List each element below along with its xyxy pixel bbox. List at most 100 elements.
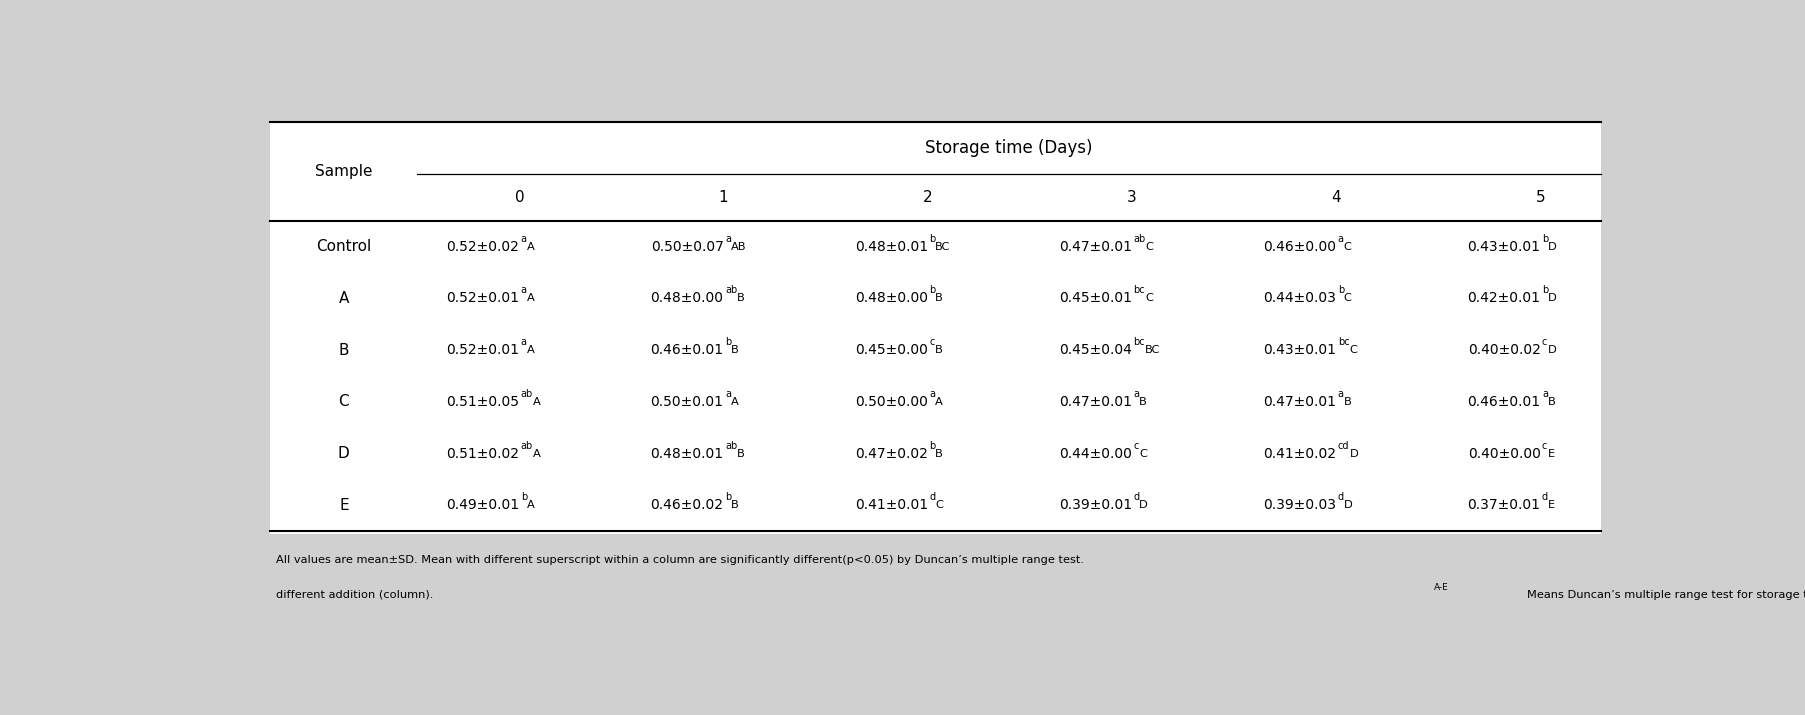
- Text: 0.52±0.01: 0.52±0.01: [446, 343, 520, 357]
- Text: 0.39±0.01: 0.39±0.01: [1060, 498, 1132, 513]
- Text: E: E: [1549, 500, 1554, 511]
- Text: d: d: [930, 493, 935, 503]
- Text: 0.44±0.00: 0.44±0.00: [1060, 447, 1132, 460]
- Text: 0.46±0.02: 0.46±0.02: [650, 498, 724, 513]
- Text: A: A: [339, 291, 348, 306]
- Text: b: b: [522, 493, 527, 503]
- Text: Sample: Sample: [316, 164, 372, 179]
- Bar: [271, 122, 1601, 535]
- Text: b: b: [1541, 285, 1549, 295]
- Text: 1: 1: [718, 189, 729, 204]
- Text: Means Duncan’s multiple range test for storage time (row).: Means Duncan’s multiple range test for s…: [1527, 590, 1805, 600]
- Text: D: D: [1350, 448, 1357, 458]
- Text: B: B: [1343, 397, 1352, 407]
- Text: a: a: [522, 234, 527, 244]
- Text: 0.45±0.00: 0.45±0.00: [856, 343, 928, 357]
- Text: 0.51±0.05: 0.51±0.05: [446, 395, 520, 409]
- Text: bc: bc: [1338, 337, 1350, 347]
- Text: 0.41±0.02: 0.41±0.02: [1264, 447, 1336, 460]
- Text: c: c: [1134, 440, 1139, 450]
- Text: ab: ab: [522, 440, 532, 450]
- Text: B: B: [935, 293, 942, 303]
- Text: a: a: [726, 234, 731, 244]
- Text: a: a: [1338, 234, 1343, 244]
- Text: 0.51±0.02: 0.51±0.02: [446, 447, 520, 460]
- Text: A: A: [935, 397, 942, 407]
- Text: D: D: [1549, 293, 1556, 303]
- Text: C: C: [1144, 242, 1153, 252]
- Text: A: A: [527, 293, 534, 303]
- Text: B: B: [935, 345, 942, 355]
- Text: 0: 0: [514, 189, 523, 204]
- Text: C: C: [1139, 448, 1148, 458]
- Text: 0.40±0.02: 0.40±0.02: [1467, 343, 1541, 357]
- Text: a: a: [522, 337, 527, 347]
- Text: BC: BC: [1144, 345, 1161, 355]
- Text: a: a: [930, 389, 935, 399]
- Text: 0.47±0.01: 0.47±0.01: [1264, 395, 1336, 409]
- Text: B: B: [1549, 397, 1556, 407]
- Text: 0.48±0.01: 0.48±0.01: [856, 240, 928, 254]
- Text: b: b: [1338, 285, 1345, 295]
- Text: 0.39±0.03: 0.39±0.03: [1264, 498, 1336, 513]
- Text: d: d: [1134, 493, 1139, 503]
- Text: bc: bc: [1134, 337, 1144, 347]
- Text: b: b: [1541, 234, 1549, 244]
- Text: 0.49±0.01: 0.49±0.01: [446, 498, 520, 513]
- Text: E: E: [339, 498, 348, 513]
- Text: C: C: [1343, 293, 1352, 303]
- Text: 0.43±0.01: 0.43±0.01: [1264, 343, 1336, 357]
- Text: b: b: [930, 234, 935, 244]
- Text: A: A: [527, 345, 534, 355]
- Text: 0.45±0.01: 0.45±0.01: [1060, 291, 1132, 305]
- Text: 0.48±0.00: 0.48±0.00: [650, 291, 724, 305]
- Text: A: A: [532, 448, 540, 458]
- Text: 0.50±0.01: 0.50±0.01: [650, 395, 724, 409]
- Text: C: C: [1343, 242, 1352, 252]
- Text: E: E: [1549, 448, 1554, 458]
- Text: 3: 3: [1126, 189, 1137, 204]
- Text: c: c: [1541, 337, 1547, 347]
- Text: 0.43±0.01: 0.43±0.01: [1467, 240, 1541, 254]
- Text: D: D: [1139, 500, 1148, 511]
- Text: 4: 4: [1332, 189, 1341, 204]
- Text: ab: ab: [1134, 234, 1146, 244]
- Text: 0.52±0.02: 0.52±0.02: [446, 240, 520, 254]
- Text: A: A: [527, 242, 534, 252]
- Text: C: C: [935, 500, 942, 511]
- Text: bc: bc: [1134, 285, 1144, 295]
- Text: 2: 2: [922, 189, 933, 204]
- Text: 0.52±0.01: 0.52±0.01: [446, 291, 520, 305]
- Text: 0.47±0.01: 0.47±0.01: [1060, 395, 1132, 409]
- Text: 0.45±0.04: 0.45±0.04: [1060, 343, 1132, 357]
- Text: 0.50±0.07: 0.50±0.07: [652, 240, 724, 254]
- Text: c: c: [1541, 440, 1547, 450]
- Text: A: A: [731, 397, 738, 407]
- Text: 0.48±0.01: 0.48±0.01: [650, 447, 724, 460]
- Text: All values are mean±SD. Mean with different superscript within a column are sign: All values are mean±SD. Mean with differ…: [276, 556, 1088, 566]
- Text: d: d: [1338, 493, 1345, 503]
- Text: D: D: [1343, 500, 1352, 511]
- Text: 0.47±0.02: 0.47±0.02: [856, 447, 928, 460]
- Text: ab: ab: [726, 440, 736, 450]
- Text: 0.48±0.00: 0.48±0.00: [856, 291, 928, 305]
- Text: A-E: A-E: [1433, 583, 1448, 592]
- Text: a: a: [726, 389, 731, 399]
- Text: 0.41±0.01: 0.41±0.01: [856, 498, 928, 513]
- Text: c: c: [930, 337, 935, 347]
- Text: b: b: [726, 337, 731, 347]
- Text: b: b: [930, 440, 935, 450]
- Text: Storage time (Days): Storage time (Days): [926, 139, 1092, 157]
- Text: a: a: [522, 285, 527, 295]
- Text: D: D: [338, 446, 350, 461]
- Text: 5: 5: [1536, 189, 1545, 204]
- Text: C: C: [1350, 345, 1357, 355]
- Text: B: B: [736, 448, 744, 458]
- Text: 0.47±0.01: 0.47±0.01: [1060, 240, 1132, 254]
- Text: 0.37±0.01: 0.37±0.01: [1467, 498, 1541, 513]
- Text: AB: AB: [731, 242, 745, 252]
- Text: B: B: [736, 293, 744, 303]
- Text: 0.42±0.01: 0.42±0.01: [1467, 291, 1541, 305]
- Text: B: B: [339, 342, 348, 358]
- Text: B: B: [731, 500, 738, 511]
